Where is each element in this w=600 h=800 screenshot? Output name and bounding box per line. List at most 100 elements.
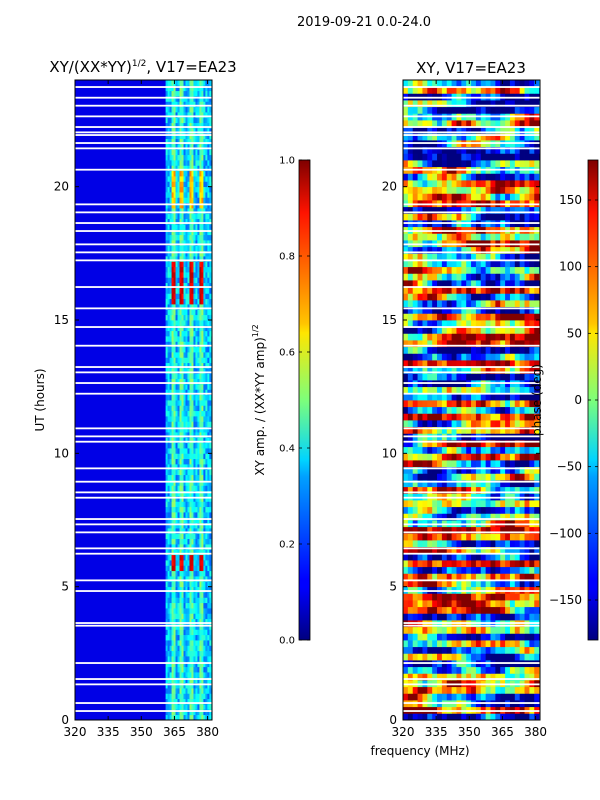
heat-cell (169, 218, 172, 225)
heat-cell (446, 326, 453, 334)
heat-cell (199, 586, 202, 593)
heat-cell (189, 698, 192, 705)
heat-cell (191, 298, 194, 305)
heat-cell (171, 234, 174, 241)
heat-cell (446, 553, 453, 561)
heat-cell (461, 553, 467, 561)
heat-cell (183, 320, 186, 326)
heat-cell (485, 366, 491, 374)
heat-cell (171, 202, 174, 209)
heat-cell (195, 432, 198, 438)
heat-cell (165, 528, 168, 534)
heat-cell (509, 440, 516, 448)
heat-cell (167, 698, 170, 705)
heat-cell (199, 645, 202, 652)
heat-cell (177, 165, 180, 172)
heat-cell (505, 633, 511, 641)
heat-cell (451, 426, 457, 434)
heat-cell (524, 286, 530, 294)
heat-cell (427, 333, 433, 341)
heat-cell (466, 453, 472, 461)
heat-cell (412, 673, 418, 681)
heat-cell (412, 300, 418, 308)
heat-cell (175, 672, 178, 678)
heat-cell (437, 566, 443, 574)
heat-cell (181, 245, 184, 252)
heat-cell (412, 480, 418, 488)
heat-cell (203, 80, 206, 86)
heat-cell (185, 634, 188, 641)
heat-cell (422, 500, 428, 508)
heat-cell (175, 581, 178, 588)
heat-cell (427, 413, 433, 421)
heat-cell (475, 553, 482, 561)
heat-cell (427, 606, 433, 614)
heat-cell (495, 640, 501, 648)
heat-cell (195, 218, 198, 225)
heat-cell (169, 352, 172, 358)
heat-cell (171, 661, 174, 668)
heat-cell (461, 580, 467, 588)
heat-cell (475, 446, 482, 454)
heat-cell (171, 160, 174, 166)
heat-cell (181, 661, 184, 668)
heat-cell (165, 160, 168, 166)
heat-cell (524, 386, 530, 394)
heat-cell (181, 480, 184, 486)
heat-cell (422, 266, 428, 274)
heat-cell (534, 353, 540, 361)
heat-cell (461, 280, 467, 288)
heat-cell (534, 580, 540, 588)
heat-cell (207, 378, 210, 385)
heat-cell (173, 261, 176, 268)
heat-cell (524, 533, 530, 541)
heat-cell (183, 682, 186, 689)
heat-cell (193, 245, 196, 252)
heat-cell (441, 453, 448, 461)
heat-cell (181, 597, 184, 604)
heat-cell (167, 704, 170, 710)
heat-cell (183, 490, 186, 497)
heat-cell (205, 597, 208, 604)
heat-cell (529, 446, 535, 454)
heat-cell (480, 286, 487, 294)
heat-cell (446, 566, 453, 574)
heat-cell (195, 709, 198, 716)
heat-cell (485, 533, 491, 541)
heat-cell (187, 629, 190, 636)
heat-cell (514, 440, 521, 448)
heat-cell (199, 416, 202, 422)
heat-cell (165, 85, 168, 92)
heat-cell (203, 554, 206, 561)
heat-cell (193, 394, 196, 401)
heat-cell (500, 606, 506, 614)
heat-cell (205, 394, 208, 401)
heat-cell (183, 170, 186, 177)
heat-cell (171, 165, 174, 172)
heat-cell (187, 666, 190, 673)
heat-cell (480, 686, 487, 694)
heat-cell (534, 693, 540, 701)
heat-cell (427, 400, 433, 408)
heat-cell (193, 608, 196, 614)
flagged-row (75, 622, 212, 624)
heat-cell (485, 386, 491, 394)
heat-cell (169, 325, 172, 332)
heat-cell (183, 357, 186, 364)
heat-cell (193, 640, 196, 646)
heat-cell (466, 500, 472, 508)
heat-cell (412, 313, 418, 321)
heat-cell (175, 693, 178, 700)
heat-cell (490, 313, 496, 321)
heat-cell (167, 432, 170, 438)
heat-cell (175, 352, 178, 358)
heat-cell (500, 400, 506, 408)
heat-cell (412, 593, 418, 601)
heat-cell (201, 288, 204, 294)
heat-cell (197, 341, 200, 348)
heat-cell (185, 677, 188, 684)
heat-cell (205, 698, 208, 705)
heat-cell (173, 602, 176, 609)
heat-cell (485, 346, 491, 354)
heat-cell (179, 352, 182, 358)
